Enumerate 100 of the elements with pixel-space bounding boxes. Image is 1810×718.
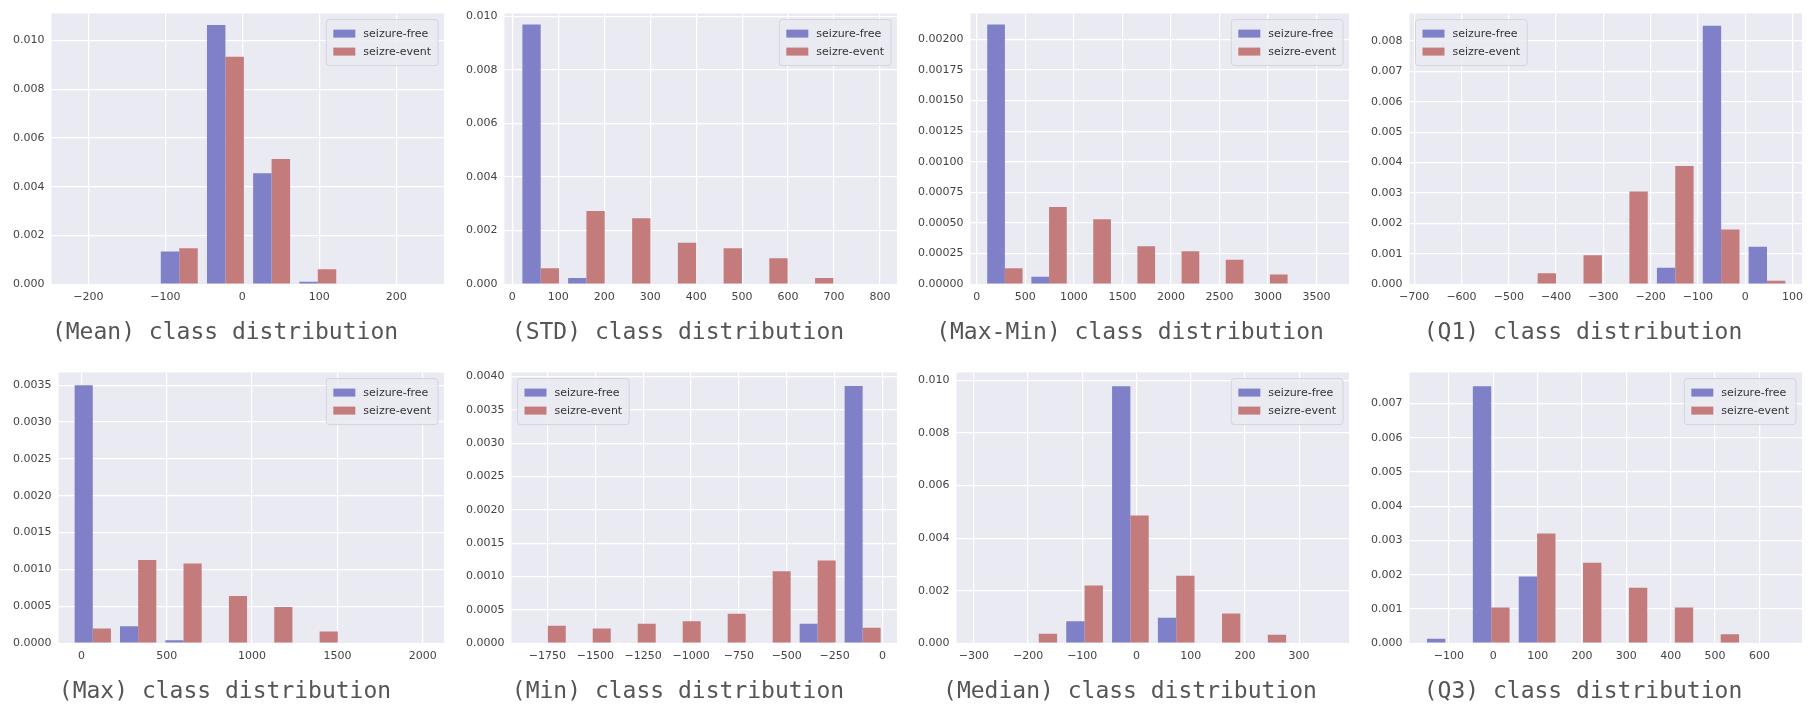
x-tick-label: 800 [869,289,891,303]
legend-label: seizure-free [1268,26,1334,40]
y-tick-label: 0.00075 [917,185,964,199]
y-tick-label: 0.0015 [465,536,505,550]
y-tick-label: 0.000 [12,277,45,291]
y-tick-label: 0.000 [1370,277,1403,291]
y-tick-label: 0.008 [1370,33,1403,47]
y-tick-label: 0.0000 [12,636,52,650]
x-tick-label: 2000 [408,648,437,662]
x-tick-label: 0 [78,648,86,662]
y-tick-label: 0.007 [1370,64,1403,78]
x-tick-label: 200 [1234,648,1256,662]
y-tick-label: 0.0020 [465,502,505,516]
x-tick-label: 300 [1615,648,1637,662]
legend-label: seizre-event [363,403,432,417]
text: (Min) class distribution [511,677,845,704]
legend-label: seizure-free [363,385,429,399]
y-tick-label: 0.001 [1370,601,1403,615]
x-tick-label: 300 [1288,648,1310,662]
text: (Q1) class distribution [1423,318,1743,345]
y-tick-label: 0.008 [917,425,950,439]
x-tick-label: 0 [508,289,516,303]
y-tick-label: 0.00100 [917,154,964,168]
y-tick-label: 0.0035 [465,402,505,416]
x-tick-label: −700 [1399,289,1430,303]
x-tick-label: −1500 [576,648,614,662]
y-tick-label: 0.0030 [465,436,505,450]
x-tick-label: 400 [1660,648,1682,662]
x-tick-label: 200 [1571,648,1593,662]
legend-label: seizure-free [1452,26,1518,40]
text: (STD) class distribution [511,318,845,345]
x-tick-label: −500 [771,648,802,662]
x-tick-label: −300 [1588,289,1619,303]
x-tick-label: −100 [150,289,181,303]
y-tick-label: 0.010 [917,373,950,387]
x-tick-label: 500 [1014,289,1036,303]
x-tick-label: 100 [1180,648,1202,662]
y-tick-label: 0.004 [917,530,950,544]
x-tick-label: −200 [73,289,104,303]
y-tick-label: 0.00050 [917,215,964,229]
y-tick-label: 0.0005 [465,602,505,616]
legend-label: seizre-event [1721,403,1790,417]
x-tick-label: 500 [1704,648,1726,662]
y-tick-label: 0.004 [1370,155,1403,169]
x-tick-label: 0 [973,289,981,303]
x-tick-label: 0 [1132,648,1140,662]
y-tick-label: 0.006 [12,130,45,144]
y-tick-label: 0.0000 [465,636,505,650]
y-tick-label: 0.005 [1370,464,1403,478]
legend-label: seizure-free [1721,385,1787,399]
y-tick-label: 0.003 [1370,185,1403,199]
y-tick-label: 0.006 [917,478,950,492]
x-tick-label: −1000 [672,648,710,662]
y-tick-label: 0.00200 [917,32,964,46]
y-tick-label: 0.0020 [12,488,52,502]
y-tick-label: 0.00150 [917,93,964,107]
x-tick-label: −600 [1446,289,1477,303]
x-tick-label: 1500 [1108,289,1137,303]
y-tick-label: 0.0030 [12,414,52,428]
y-tick-label: 0.004 [465,169,498,183]
legend-label: seizre-event [816,44,885,58]
x-tick-label: 3000 [1254,289,1283,303]
x-tick-label: 0 [878,648,886,662]
y-tick-label: 0.002 [12,228,45,242]
y-tick-label: 0.008 [465,62,498,76]
text: (Q3) class distribution [1423,677,1743,704]
x-tick-label: 1000 [238,648,267,662]
text: (Median) class distribution [943,677,1317,704]
x-tick-label: −100 [1682,289,1714,303]
y-tick-label: 0.0010 [465,569,505,583]
legend-label: seizure-free [554,385,620,399]
x-tick-label: 200 [593,289,615,303]
y-tick-label: 0.007 [1370,396,1403,410]
legend-label: seizure-free [816,26,882,40]
x-tick-label: 1000 [1059,289,1088,303]
x-tick-label: 1500 [323,648,352,662]
x-tick-label: 500 [156,648,178,662]
x-tick-label: 0 [238,289,246,303]
x-tick-label: 3500 [1302,289,1331,303]
legend-label: seizre-event [363,44,432,58]
y-tick-label: 0.003 [1370,533,1403,547]
x-tick-label: −400 [1540,289,1572,303]
y-tick-label: 0.001 [1370,246,1403,260]
x-tick-label: −500 [1493,289,1524,303]
x-tick-label: 2000 [1156,289,1185,303]
y-tick-label: 0.00025 [917,246,964,260]
legend-label: seizre-event [554,403,623,417]
x-tick-label: −1250 [624,648,662,662]
x-tick-label: −750 [723,648,754,662]
x-tick-label: 0 [1741,289,1749,303]
legend-label: seizure-free [363,26,429,40]
y-tick-label: 0.000 [1370,636,1403,650]
y-tick-label: 0.0015 [12,525,52,539]
x-tick-label: 600 [1748,648,1770,662]
y-tick-label: 0.006 [1370,94,1403,108]
y-tick-label: 0.010 [465,9,498,23]
text: (Max) class distribution [58,677,392,704]
x-tick-label: 100 [1782,289,1804,303]
x-tick-label: 700 [823,289,845,303]
y-tick-label: 0.0005 [12,599,52,613]
